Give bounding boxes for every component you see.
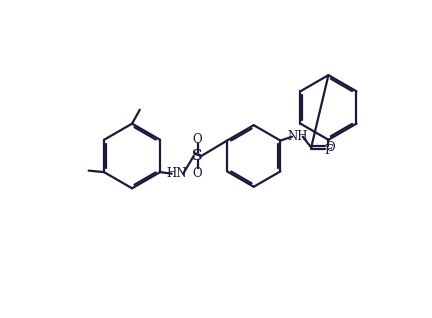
Text: O: O [193,133,202,146]
Text: S: S [192,149,203,163]
Text: O: O [193,167,202,180]
Text: F: F [324,144,333,157]
Text: O: O [325,141,334,154]
Text: NH: NH [287,130,308,143]
Text: HN: HN [167,167,187,180]
